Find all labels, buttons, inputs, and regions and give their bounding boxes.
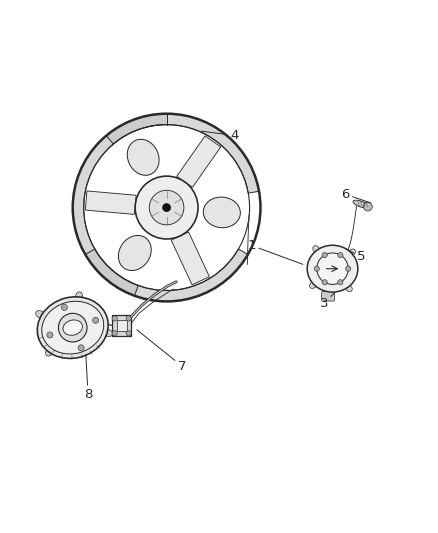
Text: 8: 8 — [84, 354, 92, 401]
Ellipse shape — [37, 297, 108, 359]
Circle shape — [322, 280, 327, 285]
Circle shape — [317, 253, 348, 285]
FancyBboxPatch shape — [112, 314, 131, 336]
Ellipse shape — [103, 329, 113, 337]
Text: 3: 3 — [320, 293, 335, 310]
Circle shape — [61, 304, 67, 311]
Ellipse shape — [307, 245, 358, 292]
Circle shape — [112, 330, 117, 336]
Text: 6: 6 — [342, 188, 371, 203]
Polygon shape — [106, 114, 166, 144]
Circle shape — [162, 203, 171, 212]
Polygon shape — [73, 114, 259, 301]
Ellipse shape — [118, 236, 151, 271]
Circle shape — [322, 253, 327, 258]
Polygon shape — [177, 136, 221, 187]
Circle shape — [92, 317, 99, 324]
Text: 4: 4 — [201, 129, 238, 142]
Circle shape — [78, 345, 84, 351]
Circle shape — [149, 190, 184, 225]
Text: 7: 7 — [137, 330, 186, 373]
Circle shape — [314, 266, 319, 271]
Ellipse shape — [310, 281, 317, 288]
Text: 1: 1 — [247, 239, 303, 264]
Circle shape — [112, 316, 117, 321]
Ellipse shape — [345, 285, 352, 292]
Circle shape — [47, 332, 53, 338]
Ellipse shape — [63, 320, 82, 335]
FancyBboxPatch shape — [117, 320, 127, 330]
FancyBboxPatch shape — [321, 292, 335, 301]
Ellipse shape — [348, 249, 356, 256]
Circle shape — [364, 203, 372, 211]
Ellipse shape — [42, 301, 104, 354]
Circle shape — [126, 330, 131, 336]
Polygon shape — [85, 249, 138, 296]
Ellipse shape — [127, 139, 159, 175]
Circle shape — [126, 316, 131, 321]
Polygon shape — [171, 232, 209, 285]
Circle shape — [135, 176, 198, 239]
Ellipse shape — [35, 311, 45, 318]
Circle shape — [58, 313, 87, 342]
Text: 5: 5 — [345, 248, 365, 263]
Ellipse shape — [46, 348, 54, 356]
Ellipse shape — [313, 246, 320, 253]
Ellipse shape — [353, 200, 369, 208]
Ellipse shape — [203, 197, 240, 228]
Circle shape — [338, 253, 343, 258]
Circle shape — [346, 266, 351, 271]
Circle shape — [338, 280, 343, 285]
Polygon shape — [85, 191, 136, 214]
Ellipse shape — [75, 292, 82, 301]
